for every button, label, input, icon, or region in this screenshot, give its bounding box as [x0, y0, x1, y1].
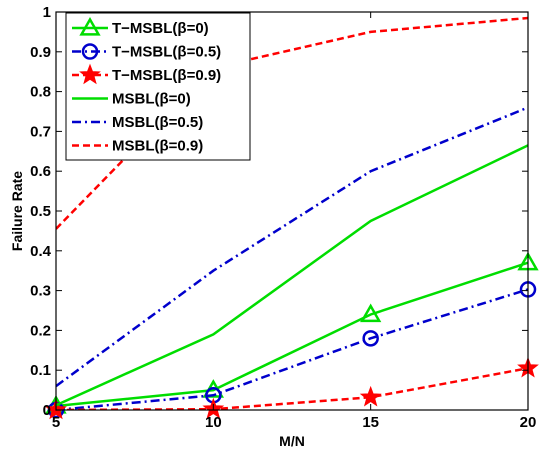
series-line-1: [56, 288, 528, 410]
series-3: [56, 144, 528, 407]
y-tick-label-2: 0.2: [30, 322, 51, 339]
x-tick-label-3: 20: [520, 414, 537, 431]
legend-label-5: MSBL(β=0.9): [112, 138, 203, 155]
series-4: [56, 106, 528, 388]
x-axis-label: M/N: [279, 433, 305, 449]
series-line-4: [56, 106, 528, 388]
series-0: [56, 261, 528, 408]
x-tick-label-1: 10: [205, 414, 222, 431]
legend-label-2: T−MSBL(β=0.9): [112, 67, 221, 84]
legend-label-0: T−MSBL(β=0): [112, 20, 209, 37]
data-point-2-2: [359, 385, 382, 407]
legend-label-4: MSBL(β=0.5): [112, 114, 203, 131]
series-line-3: [56, 144, 528, 407]
y-tick-label-6: 0.6: [30, 163, 51, 180]
y-tick-label-4: 0.4: [30, 243, 52, 260]
legend-marker-0: [79, 16, 101, 36]
axes: [55, 11, 529, 411]
legend: T−MSBL(β=0) T−MSBL(β=0.5) T−MSBL(β=0.9) MSB…: [65, 12, 251, 161]
y-tick-label-7: 0.7: [30, 123, 51, 140]
series-layer: [45, 16, 539, 420]
data-point-0-2: [360, 303, 382, 323]
data-point-1-2: [362, 330, 379, 347]
y-tick-label-10: 1: [43, 4, 51, 21]
y-tick-label-1: 0.1: [30, 362, 51, 379]
y-tick-label-0: 0: [43, 402, 51, 419]
legend-label-1: T−MSBL(β=0.5): [112, 44, 221, 61]
y-tick-label-9: 0.9: [30, 44, 51, 61]
series-line-0: [56, 261, 528, 408]
x-tick-label-0: 5: [52, 414, 60, 431]
legend-box: [65, 12, 251, 161]
legend-marker-1: [81, 43, 99, 60]
x-tick-label-2: 15: [362, 414, 379, 431]
y-tick-label-8: 0.8: [30, 84, 51, 101]
legend-marker-2: [79, 63, 101, 85]
y-axis-label: Failure Rate: [9, 171, 25, 251]
y-tick-label-3: 0.3: [30, 283, 51, 300]
series-1: [56, 288, 528, 410]
legend-label-3: MSBL(β=0): [112, 91, 191, 108]
tick-labels: 5 10 15 20 0 0.1 0.2 0.3 0.4 0.5 0.6 0.7 0.8 0.9 1: [30, 4, 536, 431]
y-tick-label-5: 0.5: [30, 203, 51, 220]
